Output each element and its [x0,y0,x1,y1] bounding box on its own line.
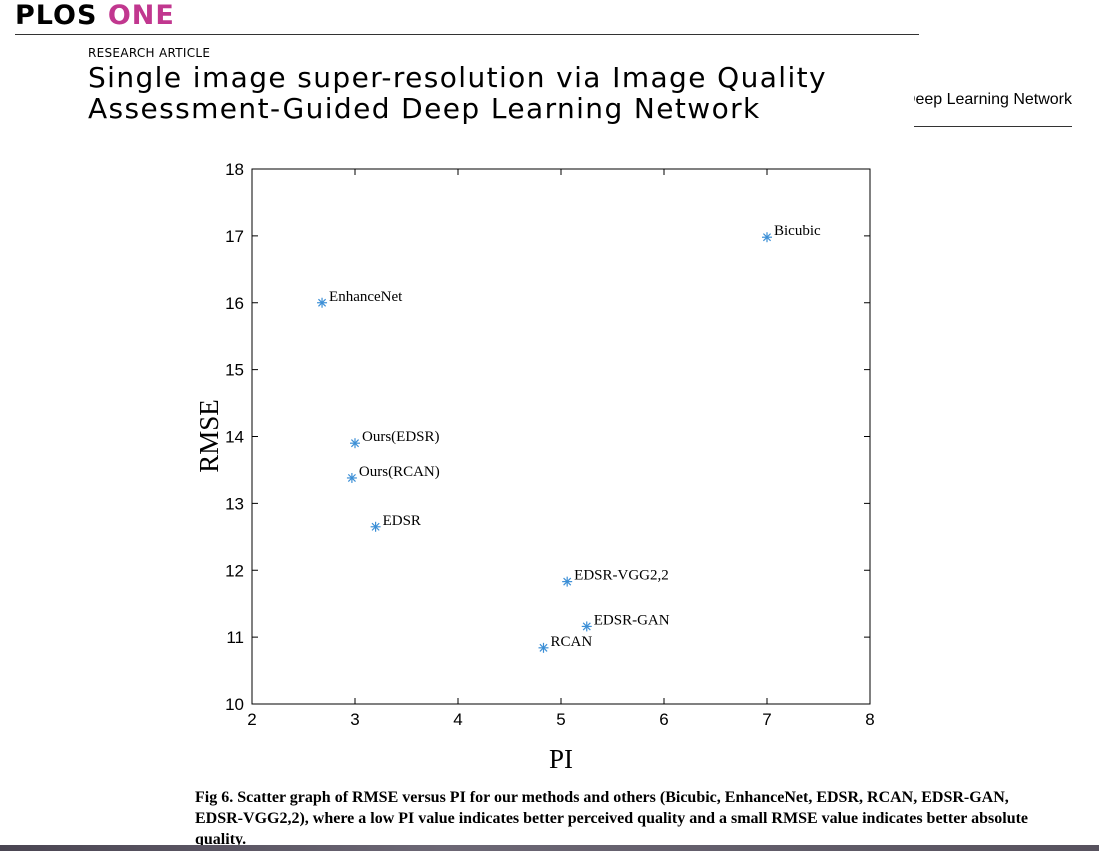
journal-logo-one: ONE [107,0,175,31]
x-tick-label: 7 [762,710,771,729]
journal-logo: PLOS ONE [15,0,175,34]
y-tick-label: 10 [225,695,244,714]
x-tick-label: 2 [247,710,256,729]
point-label: EDSR-GAN [594,612,670,628]
x-tick-label: 5 [556,710,565,729]
data-point [346,472,357,483]
x-tick-label: 4 [453,710,462,729]
point-label: EnhanceNet [329,289,403,305]
running-head-rule [914,126,1072,127]
x-tick-label: 8 [865,710,874,729]
figure-scatter: 2 3 4 5 6 7 8 10 11 12 13 14 15 16 17 18 Bicubic Enhanc… [180,152,900,780]
asterisk-marker-stroke [347,473,356,482]
point-label: EDSR-VGG2,2 [574,568,669,584]
point-label: RCAN [550,634,592,650]
header-rule [15,34,919,35]
x-tick-label: 6 [659,710,668,729]
y-tick-label: 16 [225,294,244,313]
point-label: Ours(EDSR) [362,429,440,445]
journal-logo-plos: PLOS [15,0,98,31]
y-tick-label: 11 [226,628,244,647]
y-ticks: 10 11 12 13 14 15 16 17 18 [225,160,870,714]
running-head: Single image super-resolution via Image … [914,91,1072,108]
article-type: RESEARCH ARTICLE [88,46,211,60]
asterisk-marker-stroke [318,298,327,307]
data-point [581,621,592,632]
plot-area-frame [251,168,871,705]
y-tick-label: 15 [225,361,244,380]
point-label: Bicubic [774,223,821,239]
point-label: Ours(RCAN) [359,464,440,480]
data-point [562,576,573,587]
point-label: EDSR [383,513,421,529]
asterisk-marker-stroke [371,522,380,531]
data-point [317,297,328,308]
data-points: Bicubic EnhanceNet Ours(EDSR) Ours(RCAN) EDS… [317,223,821,653]
asterisk-marker-stroke [582,622,591,631]
x-axis-label: PI [549,744,573,774]
article-title: Single image super-resolution via Image … [88,61,828,125]
x-ticks: 2 3 4 5 6 7 8 [247,169,875,729]
data-point [762,232,772,243]
asterisk-marker-stroke [563,577,572,586]
asterisk-marker-stroke [350,439,360,448]
data-point [370,521,381,532]
asterisk-marker-stroke [539,643,548,652]
y-tick-label: 18 [225,160,244,179]
y-tick-label: 14 [225,428,244,447]
x-tick-label: 3 [350,710,359,729]
data-point [350,438,360,449]
figure-caption: Fig 6. Scatter graph of RMSE versus PI f… [195,789,1029,848]
bottom-bar [0,845,1099,851]
data-point [538,642,549,653]
y-tick-label: 13 [225,494,244,513]
y-tick-label: 12 [225,561,244,580]
y-tick-label: 17 [225,227,244,246]
scatter-chart: 2 3 4 5 6 7 8 10 11 12 13 14 15 16 17 18 Bicubic Enhanc… [194,160,875,774]
y-axis-label: RMSE [194,399,224,473]
asterisk-marker-stroke [762,233,772,242]
